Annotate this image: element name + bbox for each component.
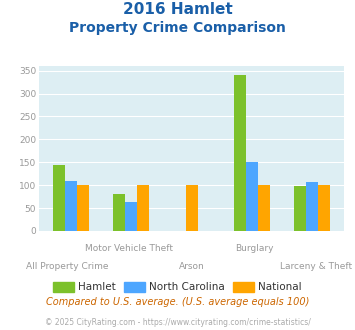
Bar (137, 185, 149, 231)
Text: Property Crime Comparison: Property Crime Comparison (69, 21, 286, 35)
Text: Motor Vehicle Theft: Motor Vehicle Theft (86, 244, 173, 253)
Text: 2016 Hamlet: 2016 Hamlet (122, 2, 233, 16)
Bar (186, 185, 198, 231)
Bar (234, 75, 246, 231)
Bar (318, 185, 331, 231)
Bar (53, 165, 65, 231)
Bar (113, 194, 125, 231)
Text: © 2025 CityRating.com - https://www.cityrating.com/crime-statistics/: © 2025 CityRating.com - https://www.city… (45, 318, 310, 327)
Text: Arson: Arson (179, 262, 204, 271)
Bar (246, 162, 258, 231)
Text: All Property Crime: All Property Crime (26, 262, 108, 271)
Text: Compared to U.S. average. (U.S. average equals 100): Compared to U.S. average. (U.S. average … (46, 297, 309, 307)
Bar (77, 185, 89, 231)
Bar (65, 181, 77, 231)
Bar (306, 182, 318, 231)
Bar (125, 202, 137, 231)
Bar (294, 185, 306, 231)
Legend: Hamlet, North Carolina, National: Hamlet, North Carolina, National (49, 278, 306, 296)
Text: Burglary: Burglary (235, 244, 273, 253)
Text: Larceny & Theft: Larceny & Theft (280, 262, 353, 271)
Bar (258, 185, 270, 231)
